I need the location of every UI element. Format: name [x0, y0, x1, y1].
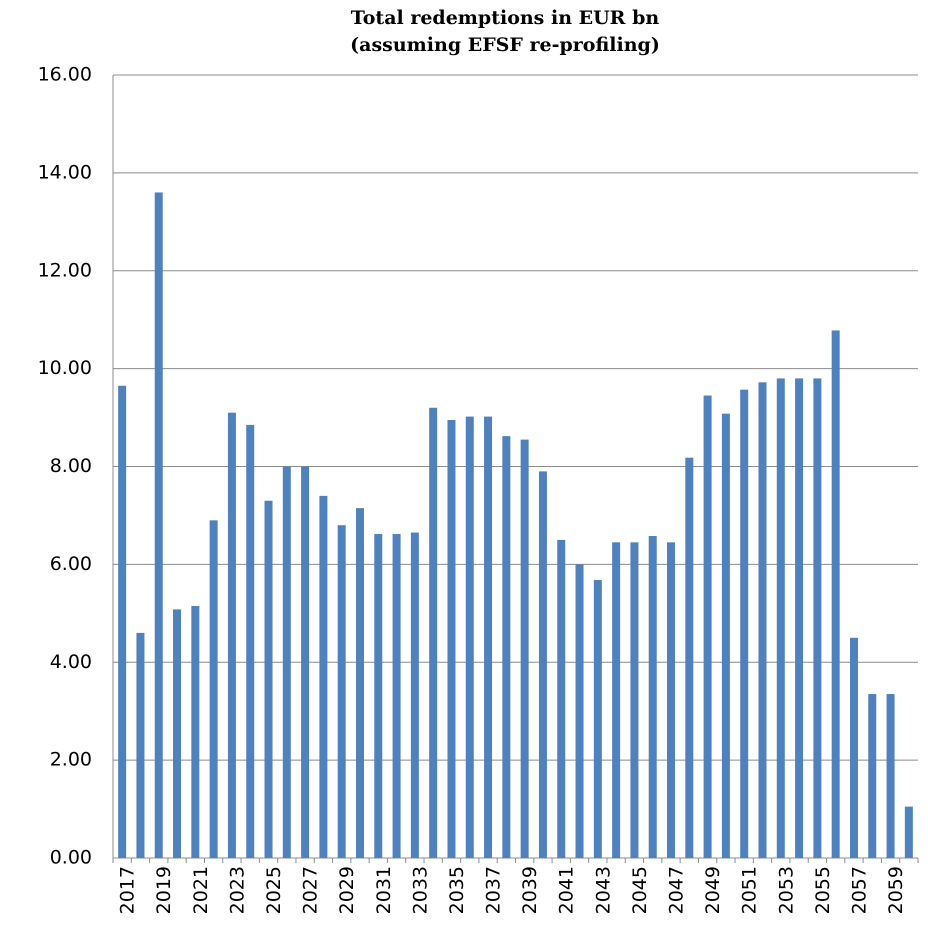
bar: [264, 500, 273, 858]
bar: [502, 436, 511, 858]
x-tick-label: 2037: [483, 866, 505, 914]
bar: [612, 542, 621, 858]
bar: [136, 632, 145, 858]
x-tick-label: 2059: [885, 866, 907, 914]
bar: [484, 416, 493, 858]
bar: [337, 525, 346, 858]
y-tick-label: 12.00: [38, 259, 92, 281]
bar: [868, 694, 877, 858]
x-tick-label: 2043: [592, 866, 614, 914]
bar: [392, 534, 401, 858]
x-tick-label: 2039: [519, 866, 541, 914]
x-tick-label: 2035: [446, 866, 468, 914]
bar: [758, 382, 767, 858]
bar: [740, 389, 749, 858]
bar: [447, 420, 456, 858]
bar: [886, 694, 895, 858]
y-tick-label: 8.00: [50, 455, 92, 477]
y-tick-label: 16.00: [38, 64, 92, 86]
x-tick-label: 2029: [336, 866, 358, 914]
y-tick-label: 4.00: [50, 651, 92, 673]
bar: [118, 385, 127, 858]
bar: [319, 495, 328, 858]
chart-subtitle: (assuming EFSF re-profiling): [350, 34, 660, 56]
bar: [648, 535, 657, 858]
y-tick-label: 2.00: [50, 749, 92, 771]
x-tick-label: 2021: [190, 866, 212, 914]
x-tick-label: 2027: [300, 866, 322, 914]
bar: [703, 395, 712, 858]
bar: [520, 439, 529, 858]
bar: [904, 806, 913, 858]
bar: [465, 416, 474, 858]
x-tick-label: 2055: [812, 866, 834, 914]
bar: [831, 330, 840, 858]
x-tick-label: 2025: [263, 866, 285, 914]
y-tick-label: 6.00: [50, 553, 92, 575]
bar: [209, 520, 218, 858]
bar: [173, 609, 182, 858]
bar: [282, 466, 291, 858]
bar: [813, 378, 822, 858]
x-tick-label: 2047: [666, 866, 688, 914]
bar: [630, 542, 639, 858]
x-tick-label: 2057: [848, 866, 870, 914]
x-tick-label: 2051: [739, 866, 761, 914]
bar: [191, 605, 200, 858]
bar: [575, 564, 584, 858]
bar: [227, 412, 236, 858]
bar: [429, 407, 438, 858]
y-tick-label: 10.00: [38, 357, 92, 379]
bar: [538, 471, 547, 858]
x-tick-label: 2031: [373, 866, 395, 914]
bar: [374, 534, 383, 858]
chart-title: Total redemptions in EUR bn: [351, 7, 660, 29]
x-tick-label: 2049: [702, 866, 724, 914]
bar: [776, 378, 785, 858]
x-tick-label: 2017: [117, 866, 139, 914]
x-tick-label: 2019: [153, 866, 175, 914]
x-tick-label: 2033: [409, 866, 431, 914]
x-tick-label: 2053: [775, 866, 797, 914]
bar: [685, 457, 694, 858]
x-tick-label: 2045: [629, 866, 651, 914]
bar: [154, 192, 163, 858]
bar: [355, 508, 364, 858]
bar: [721, 413, 730, 858]
x-tick-label: 2041: [556, 866, 578, 914]
bar: [410, 532, 419, 858]
y-tick-label: 0.00: [50, 847, 92, 869]
bar: [593, 580, 602, 858]
bar: [557, 539, 566, 858]
y-tick-label: 14.00: [38, 161, 92, 183]
bar: [301, 466, 310, 858]
bar: [795, 378, 804, 858]
bar: [849, 637, 858, 858]
bar: [667, 542, 676, 858]
bar: [246, 424, 255, 858]
x-tick-label: 2023: [226, 866, 248, 914]
